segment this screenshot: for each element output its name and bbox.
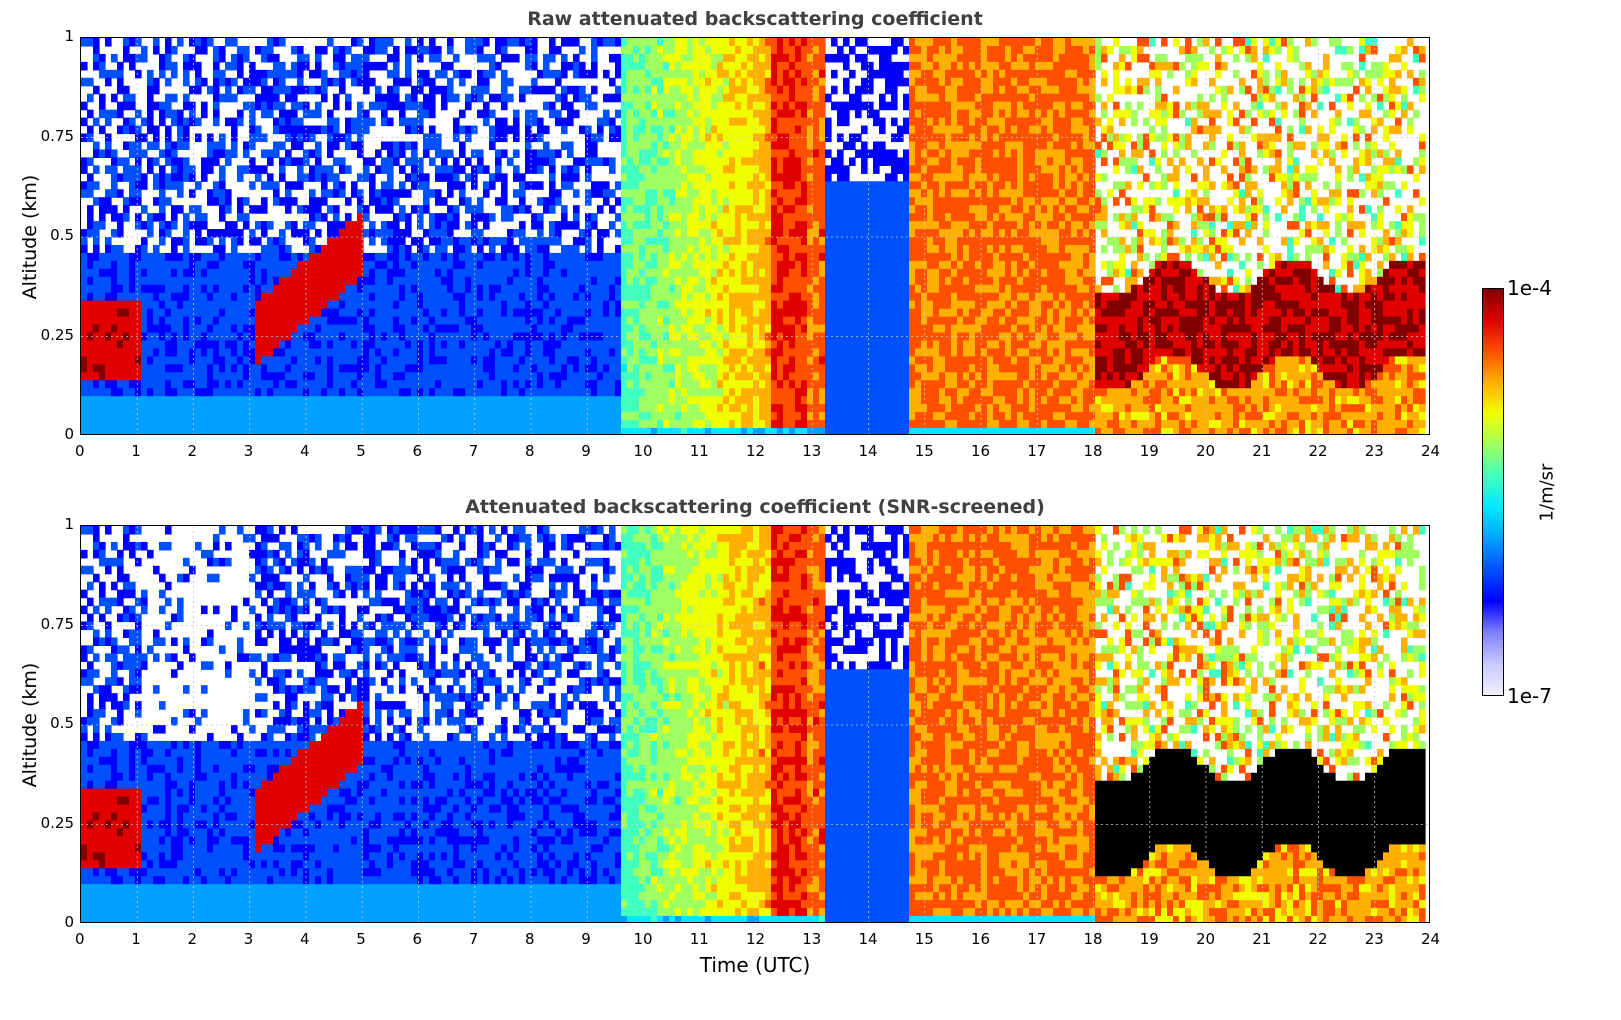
x-tick-label: 14	[858, 930, 878, 948]
x-tick-label: 20	[1196, 930, 1216, 948]
x-tick-label: 18	[1083, 930, 1103, 948]
bottom-y-axis-label: Altitude (km)	[19, 662, 41, 788]
x-tick-label: 3	[243, 442, 254, 460]
x-tick-label: 3	[243, 930, 254, 948]
x-tick-label: 6	[412, 442, 423, 460]
y-tick-label: 1	[64, 515, 74, 533]
x-tick-label: 1	[131, 442, 141, 460]
x-tick-label: 14	[858, 442, 878, 460]
top-panel-title: Raw attenuated backscattering coefficien…	[527, 8, 983, 30]
bottom-panel-title: Attenuated backscattering coefficient (S…	[465, 496, 1045, 518]
x-tick-label: 8	[525, 442, 535, 460]
x-tick-label: 24	[1421, 930, 1441, 948]
colorbar-unit-label: 1/m/sr	[1536, 463, 1558, 522]
x-tick-label: 11	[689, 930, 709, 948]
colorbar	[1482, 288, 1504, 696]
x-tick-label: 10	[633, 930, 653, 948]
colorbar-min-label: 1e-7	[1507, 684, 1552, 708]
x-tick-label: 21	[1252, 930, 1272, 948]
y-tick-label: 0.5	[50, 226, 74, 244]
x-tick-label: 23	[1364, 442, 1384, 460]
top-y-axis-label: Altitude (km)	[19, 174, 41, 300]
x-tick-label: 4	[300, 930, 310, 948]
x-tick-label: 21	[1252, 442, 1272, 460]
x-tick-label: 17	[1027, 442, 1047, 460]
x-tick-label: 4	[300, 442, 310, 460]
x-tick-label: 0	[75, 442, 85, 460]
x-tick-label: 2	[187, 442, 198, 460]
x-tick-label: 13	[802, 930, 822, 948]
x-tick-label: 2	[187, 930, 198, 948]
x-tick-label: 22	[1308, 442, 1328, 460]
colorbar-max-label: 1e-4	[1507, 276, 1552, 300]
x-tick-label: 24	[1421, 442, 1441, 460]
x-tick-label: 15	[914, 930, 934, 948]
x-tick-label: 7	[468, 442, 479, 460]
y-tick-label: 0.75	[40, 126, 74, 145]
x-tick-label: 16	[971, 442, 991, 460]
y-tick-label: 0.75	[40, 614, 74, 633]
x-tick-label: 13	[802, 442, 822, 460]
top-heatmap-plot	[80, 37, 1430, 435]
x-tick-label: 5	[356, 442, 366, 460]
x-tick-label: 18	[1083, 442, 1103, 460]
y-tick-label: 0	[64, 425, 74, 443]
x-tick-label: 5	[356, 930, 366, 948]
x-tick-label: 23	[1364, 930, 1384, 948]
y-tick-label: 0	[64, 913, 74, 931]
x-tick-label: 12	[746, 442, 766, 460]
x-tick-label: 16	[971, 930, 991, 948]
x-tick-label: 0	[75, 930, 85, 948]
x-axis-label: Time (UTC)	[699, 953, 811, 977]
x-tick-label: 7	[468, 930, 479, 948]
x-tick-label: 11	[689, 442, 709, 460]
x-tick-label: 8	[525, 930, 535, 948]
x-tick-label: 20	[1196, 442, 1216, 460]
bottom-heatmap-svg	[81, 526, 1429, 922]
x-tick-label: 1	[131, 930, 141, 948]
x-tick-label: 19	[1139, 930, 1159, 948]
x-tick-label: 22	[1308, 930, 1328, 948]
x-tick-label: 6	[412, 930, 423, 948]
y-tick-label: 0.25	[40, 813, 74, 832]
x-tick-label: 12	[746, 930, 766, 948]
x-tick-label: 9	[581, 442, 591, 460]
x-tick-label: 17	[1027, 930, 1047, 948]
x-tick-label: 9	[581, 930, 591, 948]
top-heatmap-svg	[81, 38, 1429, 434]
y-tick-label: 1	[64, 27, 74, 45]
x-tick-label: 15	[914, 442, 934, 460]
bottom-heatmap-plot	[80, 525, 1430, 923]
y-tick-label: 0.5	[50, 714, 74, 732]
x-tick-label: 10	[633, 442, 653, 460]
y-tick-label: 0.25	[40, 325, 74, 344]
x-tick-label: 19	[1139, 442, 1159, 460]
